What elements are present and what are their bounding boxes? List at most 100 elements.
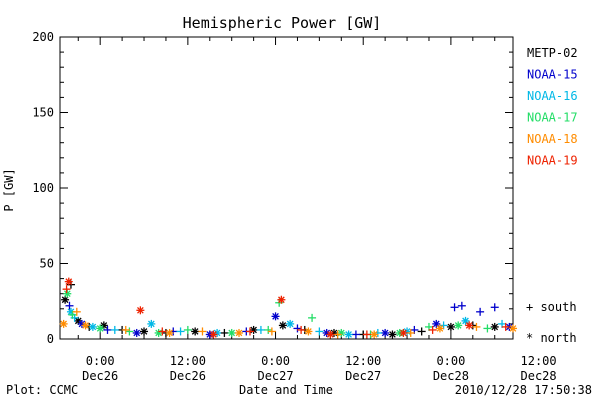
data-point-north bbox=[446, 322, 455, 331]
data-point-south bbox=[450, 303, 459, 312]
y-axis-label: P [GW] bbox=[2, 168, 16, 211]
data-point-south bbox=[490, 303, 499, 312]
data-points bbox=[59, 277, 517, 339]
data-point-south bbox=[428, 325, 437, 334]
data-point-north bbox=[344, 330, 353, 339]
data-point-south bbox=[406, 328, 415, 337]
marker-legend-north: * north bbox=[526, 331, 577, 345]
data-point-north bbox=[209, 330, 218, 339]
data-point-south bbox=[351, 330, 360, 339]
y-tick-label: 0 bbox=[47, 332, 54, 346]
series-noaa-16 bbox=[66, 307, 507, 339]
data-point-south bbox=[315, 327, 324, 336]
x-tick-time: 0:00 bbox=[436, 354, 465, 368]
y-tick-label: 200 bbox=[32, 30, 54, 44]
data-point-south bbox=[417, 327, 426, 336]
y-tick-label: 50 bbox=[40, 257, 54, 271]
data-point-north bbox=[286, 319, 295, 328]
data-point-south bbox=[483, 324, 492, 333]
data-point-north bbox=[326, 330, 335, 339]
series-noaa-19 bbox=[62, 277, 510, 339]
x-tick-date: Dec28 bbox=[433, 369, 469, 383]
data-point-south bbox=[68, 310, 77, 319]
legend-entry: METP-02 bbox=[527, 46, 578, 60]
data-point-south bbox=[308, 313, 317, 322]
x-axis-label: Date and Time bbox=[239, 383, 333, 397]
data-point-south bbox=[220, 328, 229, 337]
data-point-south bbox=[121, 325, 130, 334]
data-point-south bbox=[256, 325, 265, 334]
data-point-north bbox=[147, 319, 156, 328]
x-axis: 0:00Dec2612:00Dec260:00Dec2712:00Dec270:… bbox=[77, 37, 557, 383]
data-point-north bbox=[154, 328, 163, 337]
data-point-south bbox=[264, 325, 273, 334]
data-point-north bbox=[64, 277, 73, 286]
y-tick-label: 100 bbox=[32, 181, 54, 195]
data-point-south bbox=[362, 330, 371, 339]
data-point-north bbox=[399, 328, 408, 337]
legend-entry: NOAA-15 bbox=[527, 68, 578, 82]
x-tick-date: Dec28 bbox=[521, 369, 557, 383]
data-point-north bbox=[370, 330, 379, 339]
x-tick-time: 12:00 bbox=[521, 354, 557, 368]
data-point-south bbox=[198, 327, 207, 336]
data-point-north bbox=[490, 322, 499, 331]
x-tick-time: 12:00 bbox=[170, 354, 206, 368]
data-point-south bbox=[457, 301, 466, 310]
legend: METP-02 NOAA-15 NOAA-16 NOAA-17 NOAA-18 NOAA-… bbox=[527, 46, 578, 168]
data-point-north bbox=[61, 295, 70, 304]
data-point-north bbox=[132, 328, 141, 337]
data-point-south bbox=[65, 301, 74, 310]
data-point-north bbox=[140, 327, 149, 336]
data-point-south bbox=[103, 325, 112, 334]
data-point-north bbox=[227, 328, 236, 337]
data-point-north bbox=[165, 328, 174, 337]
data-point-south bbox=[72, 307, 81, 316]
data-point-north bbox=[136, 306, 145, 315]
data-point-north bbox=[388, 330, 397, 339]
data-point-north bbox=[191, 327, 200, 336]
y-axis: 0 50 100 150 200 bbox=[32, 30, 513, 346]
data-point-south bbox=[245, 327, 254, 336]
data-point-north bbox=[277, 295, 286, 304]
data-point-north bbox=[88, 322, 97, 331]
data-point-north bbox=[271, 312, 280, 321]
x-tick-date: Dec26 bbox=[82, 369, 118, 383]
y-tick-label: 150 bbox=[32, 106, 54, 120]
legend-entry: NOAA-19 bbox=[527, 154, 578, 168]
x-tick-date: Dec27 bbox=[257, 369, 293, 383]
data-point-north bbox=[278, 321, 287, 330]
data-point-north bbox=[337, 328, 346, 337]
data-point-north bbox=[63, 289, 72, 298]
data-point-south bbox=[501, 322, 510, 331]
data-point-south bbox=[183, 325, 192, 334]
plot-timestamp: 2010/12/28 17:50:38 bbox=[455, 383, 592, 397]
x-tick-date: Dec26 bbox=[170, 369, 206, 383]
data-point-south bbox=[62, 285, 71, 294]
data-point-south bbox=[176, 327, 185, 336]
data-point-south bbox=[297, 325, 306, 334]
marker-legend-south: + south bbox=[526, 300, 577, 314]
data-point-south bbox=[158, 327, 167, 336]
data-point-north bbox=[81, 321, 90, 330]
data-point-north bbox=[235, 328, 244, 337]
data-point-north bbox=[509, 324, 517, 333]
data-point-south bbox=[333, 330, 342, 339]
x-tick-time: 0:00 bbox=[86, 354, 115, 368]
chart-title: Hemispheric Power [GW] bbox=[183, 14, 382, 32]
data-point-south bbox=[472, 322, 481, 331]
data-point-north bbox=[454, 321, 463, 330]
data-point-south bbox=[293, 324, 302, 333]
plot-credit: Plot: CCMC bbox=[6, 383, 78, 397]
data-point-south bbox=[125, 327, 134, 336]
data-point-north bbox=[304, 327, 313, 336]
legend-entry: NOAA-17 bbox=[527, 111, 578, 125]
data-point-north bbox=[96, 324, 105, 333]
data-point-north bbox=[59, 319, 68, 328]
series-noaa-18 bbox=[59, 307, 517, 339]
x-tick-date: Dec27 bbox=[345, 369, 381, 383]
data-point-south bbox=[476, 307, 485, 316]
legend-entry: NOAA-18 bbox=[527, 132, 578, 146]
